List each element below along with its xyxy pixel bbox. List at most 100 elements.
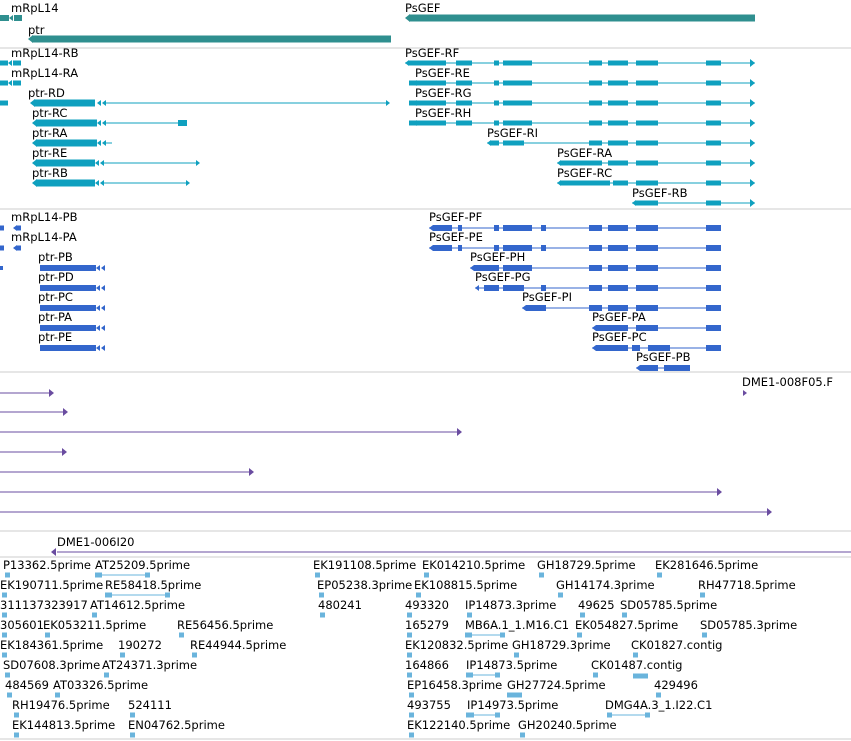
cds-label[interactable]: PsGEF-PH bbox=[470, 250, 525, 264]
est-block bbox=[702, 632, 707, 638]
est-label[interactable]: GH18729.5prime bbox=[537, 558, 636, 572]
cds-label[interactable]: mRpL14-PA bbox=[11, 230, 77, 244]
est-label[interactable]: RE58418.5prime bbox=[105, 578, 201, 592]
cds-label[interactable]: PsGEF-PF bbox=[429, 210, 482, 224]
exon-block bbox=[636, 140, 658, 146]
est-block bbox=[2, 632, 7, 638]
transcript-label[interactable]: ptr-RB bbox=[32, 166, 68, 180]
transcript-label[interactable]: PsGEF-RE bbox=[415, 66, 470, 80]
cds-label[interactable]: ptr-PD bbox=[38, 270, 74, 284]
est-label[interactable]: EP05238.3prime bbox=[317, 578, 412, 592]
transcript-label[interactable]: PsGEF-RH bbox=[415, 106, 471, 120]
est-label[interactable]: EK053211.5prime bbox=[43, 618, 146, 632]
est-label[interactable]: 164866 bbox=[405, 658, 449, 672]
est-block bbox=[130, 732, 135, 738]
transcript-label[interactable]: ptr-RC bbox=[32, 106, 67, 120]
cds-label[interactable]: PsGEF-PA bbox=[592, 310, 646, 324]
transcript-label[interactable]: PsGEF-RC bbox=[557, 166, 612, 180]
cds-label[interactable]: PsGEF-PB bbox=[636, 350, 691, 364]
transcript-label[interactable]: ptr-RE bbox=[32, 146, 67, 160]
est-label[interactable]: EK122140.5prime bbox=[407, 718, 510, 732]
est-block bbox=[407, 612, 412, 618]
est-label[interactable]: EK281646.5prime bbox=[655, 558, 758, 572]
est-label[interactable]: 493755 bbox=[407, 698, 451, 712]
arrowhead-left bbox=[102, 140, 106, 146]
est-label[interactable]: RH19476.5prime bbox=[12, 698, 110, 712]
cds-label[interactable]: PsGEF-PI bbox=[522, 290, 572, 304]
est-label[interactable]: RH47718.5prime bbox=[698, 578, 796, 592]
transcript-label[interactable]: ptr-RA bbox=[32, 126, 67, 140]
transcript-label[interactable]: PsGEF-RG bbox=[415, 86, 472, 100]
clone-label[interactable]: DME1-008F05.F bbox=[742, 375, 833, 389]
est-label[interactable]: P13362.5prime bbox=[3, 558, 91, 572]
est-label[interactable]: 311137323917 bbox=[0, 598, 88, 612]
est-label[interactable]: EK191108.5prime bbox=[313, 558, 416, 572]
est-label[interactable]: EK184361.5prime bbox=[0, 638, 103, 652]
est-label[interactable]: EK190711.5prime bbox=[0, 578, 103, 592]
transcript-label[interactable]: mRpL14-RA bbox=[11, 66, 78, 80]
est-label[interactable]: EK120832.5prime bbox=[405, 638, 508, 652]
est-label[interactable]: EK014210.5prime bbox=[422, 558, 525, 572]
est-label[interactable]: AT24371.3prime bbox=[102, 658, 197, 672]
transcript-label[interactable]: PsGEF-RA bbox=[557, 146, 612, 160]
est-label[interactable]: EP16458.3prime bbox=[407, 678, 502, 692]
cds-label[interactable]: PsGEF-PG bbox=[475, 270, 531, 284]
est-label[interactable]: RE56456.5prime bbox=[177, 618, 273, 632]
exon-block bbox=[706, 225, 721, 231]
cds-label[interactable]: PsGEF-PE bbox=[429, 230, 483, 244]
est-label[interactable]: 429496 bbox=[654, 678, 698, 692]
est-label[interactable]: DMG4A.3_1.I22.C1 bbox=[605, 698, 712, 712]
transcript-label[interactable]: mRpL14-RB bbox=[11, 46, 79, 60]
exon-block bbox=[494, 80, 499, 86]
cds-label[interactable]: ptr-PB bbox=[38, 250, 73, 264]
exon-block bbox=[491, 140, 499, 146]
est-label[interactable]: CK01827.contig bbox=[631, 638, 722, 652]
cds-label[interactable]: ptr-PE bbox=[38, 330, 72, 344]
est-label[interactable]: RE44944.5prime bbox=[190, 638, 286, 652]
arrowhead-left bbox=[32, 139, 37, 147]
est-label[interactable]: CK01487.contig bbox=[591, 658, 682, 672]
cds-label[interactable]: PsGEF-PC bbox=[592, 330, 647, 344]
arrowhead-left bbox=[429, 245, 433, 251]
cds-label[interactable]: mRpL14-PB bbox=[11, 210, 78, 224]
est-label[interactable]: AT03326.5prime bbox=[53, 678, 148, 692]
arrowhead-left bbox=[95, 160, 99, 166]
est-label[interactable]: 480241 bbox=[318, 598, 362, 612]
transcript-label[interactable]: PsGEF-RF bbox=[405, 46, 459, 60]
cds-label[interactable]: ptr-PC bbox=[38, 290, 73, 304]
est-label[interactable]: IP14873.5prime bbox=[466, 658, 557, 672]
est-label[interactable]: EK054827.5prime bbox=[575, 618, 678, 632]
est-label[interactable]: IP14973.5prime bbox=[467, 698, 558, 712]
est-label[interactable]: 524111 bbox=[128, 698, 172, 712]
est-label[interactable]: 484569 bbox=[5, 678, 49, 692]
gene-label-mrpl14[interactable]: mRpL14 bbox=[11, 1, 59, 15]
est-label[interactable]: 493320 bbox=[405, 598, 449, 612]
cds-label[interactable]: ptr-PA bbox=[38, 310, 72, 324]
est-label[interactable]: GH14174.3prime bbox=[556, 578, 655, 592]
transcript-label[interactable]: PsGEF-RB bbox=[632, 186, 688, 200]
est-label[interactable]: IP14873.3prime bbox=[465, 598, 556, 612]
clone-label[interactable]: DME1-006I20 bbox=[57, 535, 135, 549]
est-label[interactable]: GH20240.5prime bbox=[518, 718, 617, 732]
gene-label-ptr[interactable]: ptr bbox=[28, 23, 45, 37]
est-label[interactable]: EK144813.5prime bbox=[12, 718, 115, 732]
transcript-label[interactable]: ptr-RD bbox=[28, 86, 65, 100]
est-label[interactable]: AT25209.5prime bbox=[95, 558, 190, 572]
est-label[interactable]: SD05785.3prime bbox=[700, 618, 797, 632]
est-label[interactable]: GH18729.3prime bbox=[512, 638, 611, 652]
est-block bbox=[165, 592, 170, 598]
est-label[interactable]: 305601 bbox=[0, 618, 44, 632]
est-label[interactable]: 190272 bbox=[118, 638, 162, 652]
est-label[interactable]: MB6A.1_1.M16.C1 bbox=[465, 618, 569, 632]
transcript-label[interactable]: PsGEF-RI bbox=[487, 126, 538, 140]
arrowhead-left bbox=[101, 265, 105, 271]
est-label[interactable]: SD07608.3prime bbox=[3, 658, 100, 672]
est-label[interactable]: GH27724.5prime bbox=[507, 678, 606, 692]
gene-label-psgef[interactable]: PsGEF bbox=[405, 1, 441, 15]
est-label[interactable]: 49625 bbox=[578, 598, 615, 612]
est-label[interactable]: AT14612.5prime bbox=[90, 598, 185, 612]
est-label[interactable]: SD05785.5prime bbox=[620, 598, 717, 612]
est-label[interactable]: EK108815.5prime bbox=[414, 578, 517, 592]
est-label[interactable]: EN04762.5prime bbox=[128, 718, 225, 732]
est-label[interactable]: 165279 bbox=[405, 618, 449, 632]
